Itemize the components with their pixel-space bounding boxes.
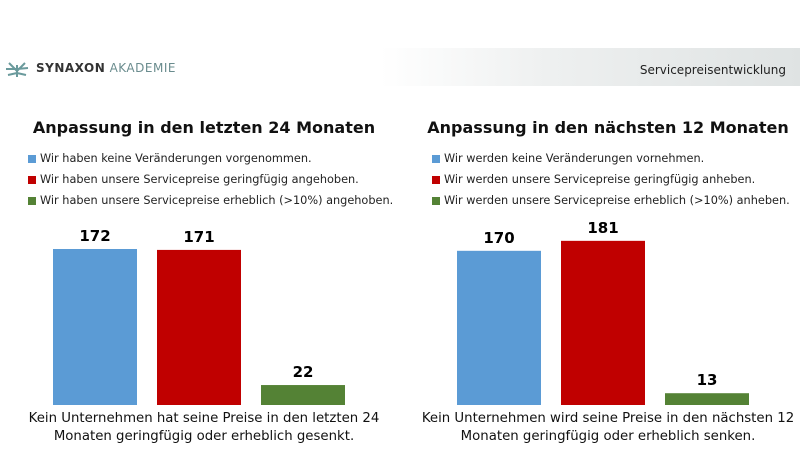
legend-item: Wir haben unsere Servicepreise geringfüg…: [28, 169, 393, 190]
bar: [665, 393, 749, 405]
bar: [561, 240, 645, 405]
legend-item: Wir haben keine Veränderungen vorgenomme…: [28, 148, 393, 169]
legend: Wir werden keine Veränderungen vornehmen…: [432, 148, 790, 211]
legend-item: Wir werden unsere Servicepreise erheblic…: [432, 190, 790, 211]
legend-swatch: [28, 175, 36, 184]
bar-chart: 170 181 13: [457, 219, 749, 405]
legend-label: Wir haben keine Veränderungen vorgenomme…: [40, 152, 312, 165]
legend-item: Wir werden keine Veränderungen vornehmen…: [432, 148, 790, 169]
logo-text: SYNAXON AKADEMIE: [36, 61, 176, 75]
chart-title: Anpassung in den letzten 24 Monaten: [32, 118, 376, 137]
chart-panel-last-24-months: Anpassung in den letzten 24 Monaten Wir h…: [4, 118, 404, 468]
data-label: 171: [183, 228, 214, 246]
bar: [261, 385, 345, 405]
header-title: Servicepreisentwicklung: [639, 63, 786, 77]
legend-label: Wir werden unsere Servicepreise erheblic…: [444, 194, 790, 207]
legend-swatch: [432, 154, 440, 163]
legend-item: Wir werden unsere Servicepreise geringfü…: [432, 169, 790, 190]
legend-label: Wir werden unsere Servicepreise geringfü…: [444, 173, 756, 186]
bar-chart: 172 171 22: [53, 227, 345, 405]
legend-swatch: [28, 196, 36, 205]
chart-title: Anpassung in den nächsten 12 Monaten: [427, 118, 789, 137]
data-label: 170: [483, 229, 514, 247]
legend-swatch: [28, 154, 36, 163]
legend-swatch: [432, 196, 440, 205]
legend-label: Wir haben unsere Servicepreise erheblich…: [40, 194, 394, 207]
chart-panel-next-12-months: Anpassung in den nächsten 12 Monaten Wir …: [408, 118, 800, 468]
chart-note: Kein Unternehmen wird seine Preise in de…: [421, 411, 795, 444]
plant-logo-icon: [6, 62, 29, 77]
header-band: [380, 48, 800, 86]
legend-label: Wir haben unsere Servicepreise geringfüg…: [40, 173, 359, 186]
data-label: 22: [293, 363, 314, 381]
bar: [53, 249, 137, 405]
legend-swatch: [432, 175, 440, 184]
data-label: 181: [587, 219, 618, 237]
data-label: 13: [697, 371, 718, 389]
logo: SYNAXON AKADEMIE: [4, 55, 176, 81]
data-label: 172: [79, 227, 110, 245]
chart-note: Kein Unternehmen hat seine Preise in den…: [28, 411, 380, 444]
legend-label: Wir werden keine Veränderungen vornehmen…: [444, 152, 705, 165]
bar: [157, 249, 241, 405]
legend: Wir haben keine Veränderungen vorgenomme…: [28, 148, 393, 211]
bar: [457, 250, 541, 405]
legend-item: Wir haben unsere Servicepreise erheblich…: [28, 190, 393, 211]
